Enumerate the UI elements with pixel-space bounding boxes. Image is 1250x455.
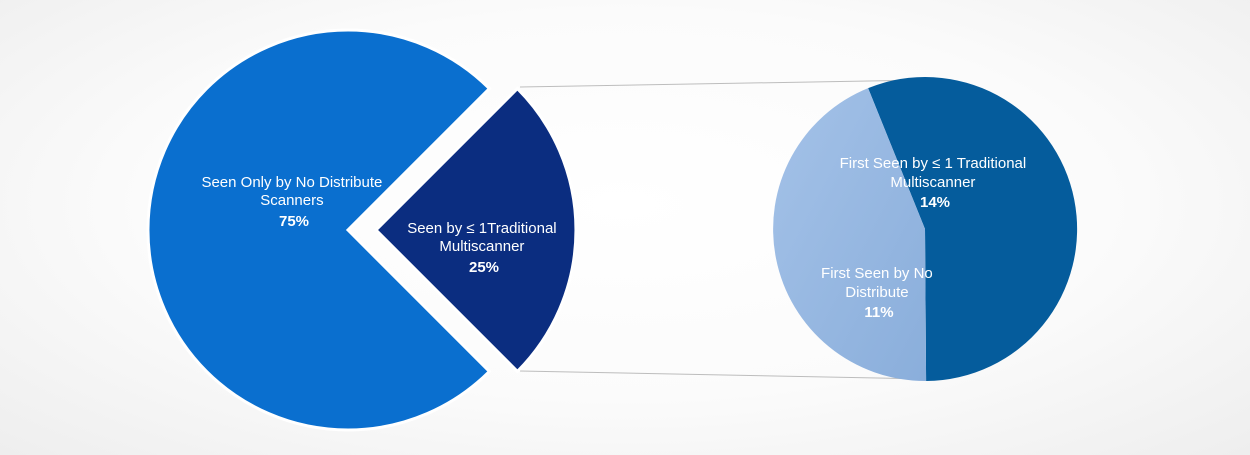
main-pie: Seen Only by No Distribute Scanners 75% … (146, 28, 578, 432)
value-label: 75% (279, 213, 309, 230)
label-line: Seen by ≤ 1Traditional (407, 220, 556, 237)
label-line: Distribute (845, 284, 908, 301)
slice-seen-by-one-traditional-multiscanner (373, 86, 578, 374)
connector-line-bottom (519, 370, 926, 380)
label-line: Scanners (260, 192, 323, 209)
label-line: Seen Only by No Distribute (201, 174, 382, 191)
label-line: First Seen by No (821, 265, 933, 282)
value-label: 11% (864, 304, 893, 321)
slice-seen-only-by-no-distribute-scanners (146, 28, 492, 432)
connector-line-top (519, 79, 926, 88)
slice-first-seen-by-no-distribute (773, 88, 927, 382)
label-seen-by-one-traditional-multiscanner: Seen by ≤ 1Traditional Multiscanner 25% (407, 220, 561, 276)
slice-first-seen-by-one-traditional-multiscanner (868, 77, 1078, 381)
label-first-seen-by-one-traditional-multiscanner: First Seen by ≤ 1 Traditional Multiscann… (840, 155, 1031, 211)
secondary-pie: First Seen by ≤ 1 Traditional Multiscann… (773, 77, 1078, 382)
label-seen-only-by-no-distribute-scanners: Seen Only by No Distribute Scanners 75% (201, 174, 386, 230)
label-line: Multiscanner (439, 238, 524, 255)
value-label: 14% (920, 194, 950, 211)
label-first-seen-by-no-distribute: First Seen by No Distribute 11% (821, 265, 937, 321)
label-line: First Seen by ≤ 1 Traditional (840, 155, 1027, 172)
value-label: 25% (469, 259, 499, 276)
label-line: Multiscanner (890, 174, 975, 191)
